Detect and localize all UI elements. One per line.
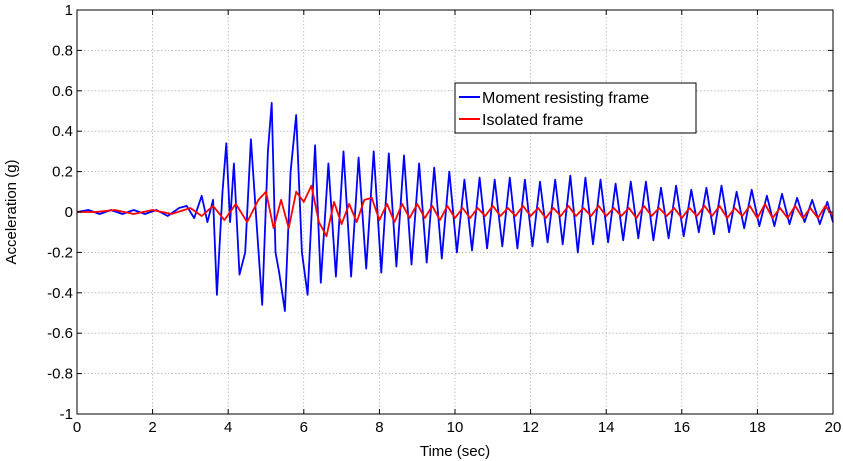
- x-tick-label: 14: [598, 419, 615, 436]
- x-tick-label: 6: [300, 419, 308, 436]
- series-lines: [76, 102, 834, 312]
- y-tick-label: 0.2: [52, 164, 73, 181]
- x-tick-label: 18: [749, 419, 766, 436]
- legend-label-isolated-frame: Isolated frame: [482, 112, 583, 129]
- y-tick-label: -1: [60, 406, 73, 423]
- x-tick-labels: 0 2 4 6 8 10 12 14 16 18 20: [73, 419, 842, 436]
- series-line-moment-resisting-frame: [76, 102, 834, 312]
- y-tick-label: -0.6: [47, 325, 73, 342]
- x-tick-label: 10: [447, 419, 464, 436]
- x-tick-label: 4: [224, 419, 232, 436]
- y-tick-label: 0.8: [52, 42, 73, 59]
- axis-ticks: [76, 9, 834, 415]
- y-tick-label: -0.8: [47, 366, 73, 383]
- y-axis-label: Acceleration (g): [3, 159, 20, 264]
- x-tick-label: 8: [375, 419, 383, 436]
- y-tick-label: 0: [65, 204, 73, 221]
- y-tick-label: 1: [65, 2, 73, 19]
- y-tick-label: 0.4: [52, 123, 73, 140]
- legend-box: [454, 82, 697, 134]
- x-tick-label: 0: [73, 419, 81, 436]
- x-tick-label: 16: [673, 419, 690, 436]
- x-axis-label: Time (sec): [420, 443, 490, 460]
- y-tick-label: 0.6: [52, 83, 73, 100]
- legend-label-moment-resisting-frame: Moment resisting frame: [482, 90, 649, 107]
- y-tick-label: -0.2: [47, 244, 73, 261]
- x-tick-label: 2: [148, 419, 156, 436]
- x-tick-label: 20: [825, 419, 842, 436]
- x-tick-label: 12: [522, 419, 539, 436]
- y-tick-label: -0.4: [47, 285, 73, 302]
- series-line-isolated-frame: [77, 184, 834, 238]
- y-tick-labels: -1 -0.8 -0.6 -0.4 -0.2 0 0.2 0.4 0.6 0.8 1: [47, 2, 73, 423]
- legend: Moment resisting frame Isolated frame: [454, 82, 697, 134]
